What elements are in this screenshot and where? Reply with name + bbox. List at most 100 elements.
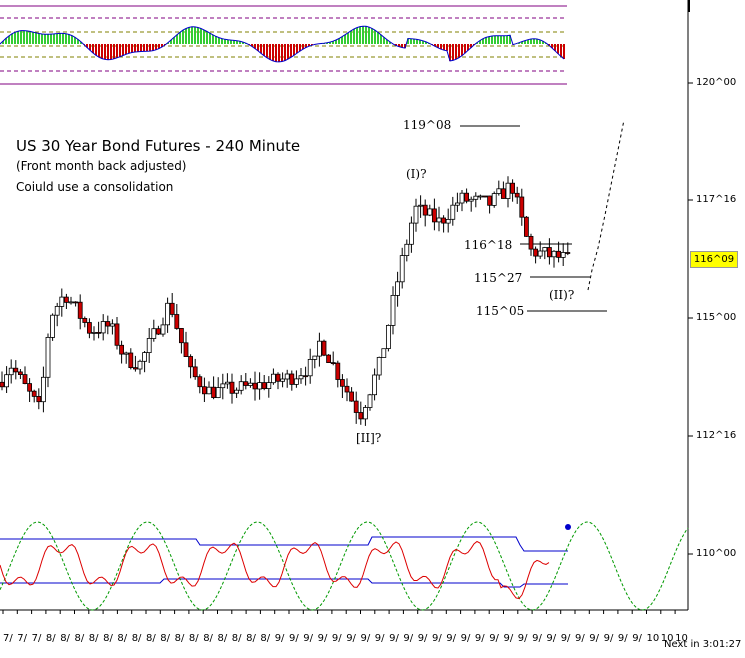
candle-body (339, 379, 345, 387)
x-tick-label: 9/ (346, 633, 356, 644)
candle-body (261, 382, 267, 390)
x-tick-label: 8/ (175, 633, 185, 644)
candle-body (146, 337, 152, 353)
candle-body (59, 296, 65, 307)
candle-body (151, 328, 157, 339)
candle-body (459, 192, 465, 204)
candle-body (427, 208, 433, 216)
x-tick-label: 10 (675, 633, 688, 644)
candle-body (326, 354, 332, 364)
candle-body (528, 235, 534, 250)
candle-body (91, 331, 97, 334)
candle-body (491, 193, 497, 206)
candle-body (316, 340, 322, 357)
candle-body (353, 400, 359, 413)
candle-body (431, 208, 437, 223)
candle-body (560, 252, 566, 258)
candle-body (247, 382, 253, 386)
x-tick-label: 7/ (3, 633, 13, 644)
x-tick-label: 8/ (117, 633, 127, 644)
candle-body (404, 243, 410, 257)
candle-body (220, 383, 226, 389)
candle-body (119, 344, 124, 355)
x-tick-label: 9/ (475, 633, 485, 644)
candle-body (137, 360, 143, 370)
candle-body (372, 374, 378, 396)
candle-body (537, 250, 543, 257)
candle-body (68, 301, 74, 304)
candle-body (229, 381, 235, 394)
x-tick-label: 9/ (375, 633, 385, 644)
candle-body (441, 217, 447, 224)
candle-body (303, 375, 309, 378)
candle-body (367, 394, 373, 408)
x-tick-label: 9/ (618, 633, 628, 644)
x-tick-label: 9/ (275, 633, 285, 644)
candle-body (31, 390, 37, 397)
candle-body (280, 378, 286, 382)
candle-body (114, 323, 120, 346)
candle-body (257, 382, 263, 390)
candle-body (234, 389, 240, 394)
x-tick-label: 9/ (361, 633, 371, 644)
x-tick-label: 8/ (103, 633, 113, 644)
x-tick-label: 8/ (260, 633, 270, 644)
x-tick-label: 9/ (461, 633, 471, 644)
level-label-115-05: 115^05 (476, 304, 525, 318)
candle-body (96, 331, 101, 334)
candle-body (468, 198, 474, 202)
x-tick-label: 9/ (332, 633, 342, 644)
x-tick-label: 9/ (504, 633, 514, 644)
candle-body (395, 281, 401, 296)
x-tick-label: 9/ (561, 633, 571, 644)
candle-body (505, 182, 511, 199)
x-tick-label: 9/ (303, 633, 313, 644)
y-tick-label: 117^16 (696, 194, 737, 205)
candle-body (556, 250, 561, 258)
x-tick-label: 9/ (518, 633, 528, 644)
x-tick-label: 8/ (60, 633, 70, 644)
candle-body (422, 204, 428, 216)
candle-body (45, 336, 51, 378)
status-next-bar: Next in 3:01:27 (664, 639, 742, 650)
candle-body (73, 301, 78, 304)
candle-body (565, 252, 571, 254)
x-tick-label: 9/ (489, 633, 499, 644)
y-tick-label: 115^00 (696, 312, 737, 323)
candle-body (542, 247, 548, 252)
candle-body (436, 217, 442, 223)
candle-body (183, 342, 189, 357)
candle-body (77, 301, 83, 319)
x-tick-label: 8/ (160, 633, 170, 644)
candle-body (105, 321, 111, 327)
candle-body (243, 381, 249, 386)
candle-body (487, 195, 493, 206)
candle-body (473, 195, 479, 200)
oscillator-marker-dot (565, 524, 571, 530)
candle-body (64, 296, 69, 303)
candle-body (330, 362, 336, 365)
x-tick-label: 9/ (403, 633, 413, 644)
candle-body (547, 247, 552, 258)
wave-label-i: (I)? (406, 167, 427, 181)
candle-body (418, 204, 424, 207)
x-tick-label: 9/ (446, 633, 456, 644)
candle-body (293, 378, 299, 385)
x-tick-label: 9/ (632, 633, 642, 644)
candle-body (514, 192, 520, 198)
x-tick-label: 9/ (546, 633, 556, 644)
candle-body (510, 182, 516, 194)
candle-body (165, 302, 171, 326)
x-tick-label: 9/ (575, 633, 585, 644)
x-tick-label: 9/ (289, 633, 299, 644)
wave-label-big-ii: [II]? (356, 431, 382, 445)
x-tick-label: 8/ (146, 633, 156, 644)
x-tick-label: 7/ (32, 633, 42, 644)
x-tick-label: 9/ (318, 633, 328, 644)
candle-body (477, 195, 483, 198)
candle-body (321, 340, 327, 356)
x-tick-label: 9/ (532, 633, 542, 644)
candle-body (376, 356, 382, 376)
candle-body (500, 188, 506, 199)
